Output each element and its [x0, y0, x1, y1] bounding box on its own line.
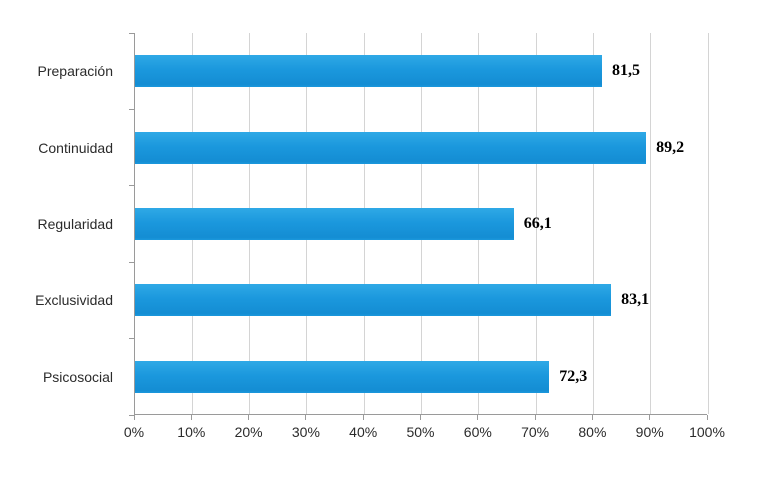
x-tick-label-30: 30%	[291, 424, 320, 440]
category-label-psicosocial: Psicosocial	[42, 368, 113, 385]
y-tick-mark-0	[129, 32, 134, 34]
x-tick-mark-70	[534, 415, 536, 420]
bar-preparación	[135, 55, 602, 88]
x-tick-label-70: 70%	[521, 424, 550, 440]
x-tick-mark-30	[305, 415, 307, 420]
value-label-psicosocial: 72,3	[559, 367, 588, 385]
bar-exclusividad	[135, 284, 612, 317]
bar-regularidad	[135, 208, 514, 240]
x-tick-mark-100	[706, 415, 708, 420]
gridline-90	[650, 33, 652, 414]
value-label-regularidad: 66,1	[523, 215, 552, 232]
x-tick-label-80: 80%	[578, 424, 607, 440]
category-label-exclusividad: Exclusividad	[35, 292, 113, 309]
x-tick-mark-80	[591, 415, 593, 420]
x-tick-mark-20	[248, 415, 250, 420]
x-tick-mark-60	[477, 415, 479, 420]
y-tick-mark-1	[129, 108, 134, 110]
value-label-continuidad: 89,2	[656, 138, 685, 156]
bar-psicosocial	[135, 360, 550, 393]
y-tick-mark-3	[129, 261, 134, 263]
x-tick-label-90: 90%	[635, 424, 664, 440]
x-tick-label-10: 10%	[177, 424, 206, 440]
y-tick-mark-2	[129, 185, 134, 187]
x-tick-label-20: 20%	[234, 424, 263, 440]
gridline-80	[592, 33, 594, 414]
gridline-100	[707, 33, 709, 414]
value-label-exclusividad: 83,1	[621, 291, 650, 309]
x-tick-mark-10	[190, 415, 192, 420]
x-tick-label-40: 40%	[349, 424, 378, 440]
gridline-70	[535, 33, 537, 414]
category-label-continuidad: Continuidad	[38, 139, 113, 156]
plot-area: 81,5 89,2 66,1 83,1 72,3	[134, 33, 709, 415]
x-tick-mark-0	[133, 415, 135, 420]
x-tick-label-100: 100%	[689, 424, 725, 440]
category-label-preparación: Preparación	[37, 63, 114, 80]
y-tick-mark-4	[129, 338, 134, 340]
value-label-preparación: 81,5	[611, 62, 640, 80]
x-tick-mark-90	[649, 415, 651, 420]
x-tick-label-50: 50%	[406, 424, 435, 440]
y-tick-mark-5	[129, 414, 134, 416]
x-tick-mark-50	[420, 415, 421, 420]
x-tick-label-0: 0%	[123, 424, 145, 440]
category-label-regularidad: Regularidad	[37, 216, 114, 232]
bar-continuidad	[135, 131, 647, 164]
x-tick-label-60: 60%	[463, 424, 492, 440]
x-tick-mark-40	[362, 415, 364, 420]
